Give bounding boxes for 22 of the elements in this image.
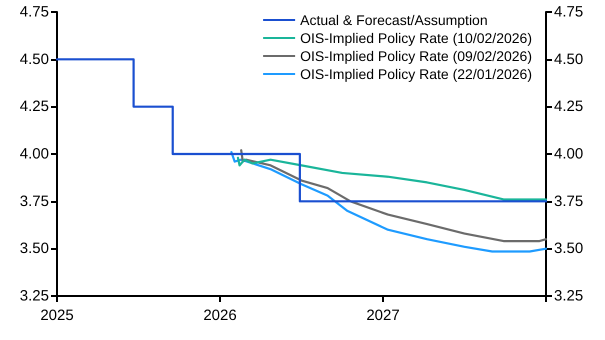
y2-tick-label: 4.75: [554, 4, 584, 20]
y-tick-label: 3.75: [20, 192, 49, 210]
legend-label: Actual & Forecast/Assumption: [300, 12, 488, 28]
y2-tick-label: 4.00: [554, 146, 584, 162]
legend-label: OIS-Implied Policy Rate (22/01/2026): [300, 66, 532, 82]
x-tick-label: 2026: [203, 307, 237, 324]
y-tick-label: 4.75: [20, 4, 49, 20]
x-tick-label: 2025: [40, 307, 74, 324]
y2-tick-label: 3.75: [554, 192, 584, 210]
y-tick-label: 3.50: [20, 240, 49, 258]
line-series: [236, 156, 548, 201]
legend-label: OIS-Implied Policy Rate (10/02/2026): [300, 30, 532, 46]
y-tick-label: 4.00: [20, 146, 49, 162]
y-tick-label: 4.25: [20, 98, 49, 116]
y2-tick-label: 4.50: [554, 50, 584, 68]
y2-tick-label: 4.25: [554, 98, 584, 116]
y-tick-label: 4.50: [20, 50, 49, 68]
y-tick-label: 3.25: [20, 288, 49, 304]
y2-tick-label: 3.50: [554, 240, 584, 258]
x-tick-label: 2027: [366, 307, 400, 324]
y2-tick-label: 3.25: [554, 288, 584, 304]
legend-label: OIS-Implied Policy Rate (09/02/2026): [300, 48, 532, 64]
